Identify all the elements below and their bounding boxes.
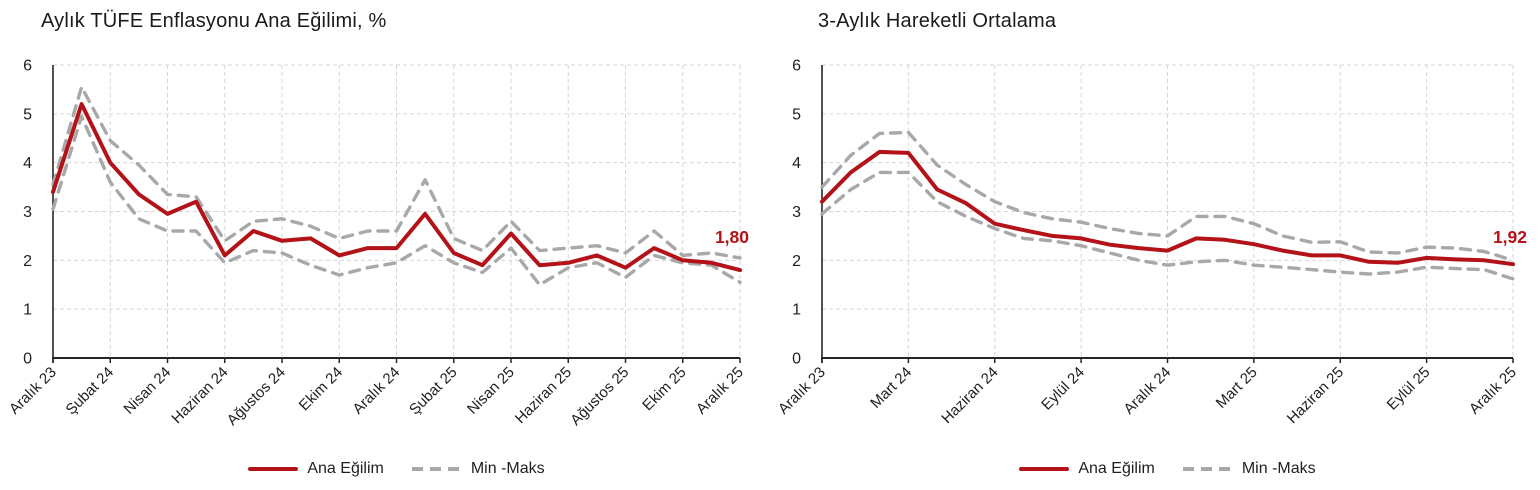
- x-tick-label: Eylül 25: [1384, 364, 1434, 414]
- x-tick-label: Şubat 24: [63, 364, 117, 418]
- x-tick-label: Ağustos 24: [224, 364, 289, 429]
- y-tick-label: 5: [23, 106, 32, 123]
- y-tick-label: 0: [23, 351, 32, 368]
- dashed-line-swatch: [1182, 467, 1233, 471]
- x-tick-label: Nisan 24: [120, 364, 174, 418]
- y-tick-label: 6: [23, 58, 32, 75]
- x-tick-label: Haziran 25: [1284, 364, 1347, 427]
- y-tick-label: 1: [23, 302, 32, 319]
- legend-monthly-inflation: Ana Eğilim Min -Maks: [53, 456, 740, 482]
- x-tick-label: Aralık 23: [6, 364, 60, 418]
- y-tick-label: 5: [792, 106, 801, 123]
- legend-item-min-maks: Min -Maks: [411, 460, 545, 478]
- min-band-line: [820, 170, 1515, 281]
- x-tick-label: Haziran 25: [512, 364, 575, 427]
- y-tick-label: 6: [792, 58, 801, 75]
- end-value-label: 1,92: [1493, 227, 1527, 247]
- legend-label-min-maks: Min -Maks: [470, 460, 545, 477]
- dashed-line-swatch: [411, 467, 462, 471]
- x-tick-label: Ekim 24: [296, 364, 346, 414]
- legend-item-min-maks: Min -Maks: [1182, 460, 1316, 478]
- y-tick-label: 3: [792, 204, 801, 221]
- y-tick-label: 1: [792, 302, 801, 319]
- main-trend-line: [820, 149, 1515, 267]
- x-tick-label: Aralık 25: [1466, 364, 1520, 418]
- end-value-label: 1,80: [715, 227, 749, 247]
- legend-label-ana-egilim: Ana Eğilim: [307, 460, 384, 477]
- x-tick-label: Mart 25: [1213, 364, 1261, 412]
- chart-title-monthly-inflation: Aylık TÜFE Enflasyonu Ana Eğilimi, %: [41, 10, 387, 32]
- x-tick-label: Aralık 24: [349, 364, 403, 418]
- y-tick-label: 4: [23, 155, 32, 172]
- maks-band-line: [820, 130, 1515, 262]
- y-tick-label: 2: [23, 253, 32, 270]
- x-tick-label: Ekim 25: [639, 364, 689, 414]
- legend-label-ana-egilim: Ana Eğilim: [1078, 460, 1155, 477]
- solid-line-swatch: [248, 467, 299, 471]
- x-tick-label: Eylül 24: [1038, 364, 1088, 414]
- x-tick-label: Mart 24: [867, 364, 915, 412]
- x-tick-label: Aralık 24: [1120, 364, 1174, 418]
- legend-item-ana-egilim: Ana Eğilim: [1019, 460, 1155, 478]
- x-tick-label: Haziran 24: [938, 364, 1001, 427]
- monthly-inflation-chart: Aylık TÜFE Enflasyonu Ana Eğilimi, % Ara…: [6, 10, 749, 482]
- chart-title-moving-average: 3-Aylık Hareketli Ortalama: [818, 10, 1057, 32]
- min-band-line: [51, 114, 742, 287]
- solid-line-swatch: [1019, 467, 1070, 471]
- y-tick-label: 0: [792, 351, 801, 368]
- x-tick-label: Haziran 24: [168, 364, 231, 427]
- legend-item-ana-egilim: Ana Eğilim: [248, 460, 384, 478]
- x-tick-label: Ağustos 25: [567, 364, 632, 429]
- moving-average-plot: Aralık 23 Mart 24 Haziran 24 Eylül 24 Aralık…: [775, 58, 1527, 428]
- x-tick-label: Aralık 25: [693, 364, 747, 418]
- moving-average-chart: 3-Aylık Hareketli Ortalama Aralık 23 Mart…: [770, 0, 1540, 490]
- legend-label-min-maks: Min -Maks: [1241, 460, 1316, 477]
- main-trend-line: [51, 102, 742, 273]
- x-tick-label: Şubat 25: [406, 364, 460, 418]
- y-tick-label: 2: [792, 253, 801, 270]
- y-tick-label: 3: [23, 204, 32, 221]
- legend-moving-average: Ana Eğilim Min -Maks: [822, 456, 1513, 482]
- y-tick-label: 4: [792, 155, 801, 172]
- x-tick-label: Nisan 25: [464, 364, 518, 418]
- x-tick-label: Aralık 23: [775, 364, 829, 418]
- maks-band-line: [51, 85, 742, 260]
